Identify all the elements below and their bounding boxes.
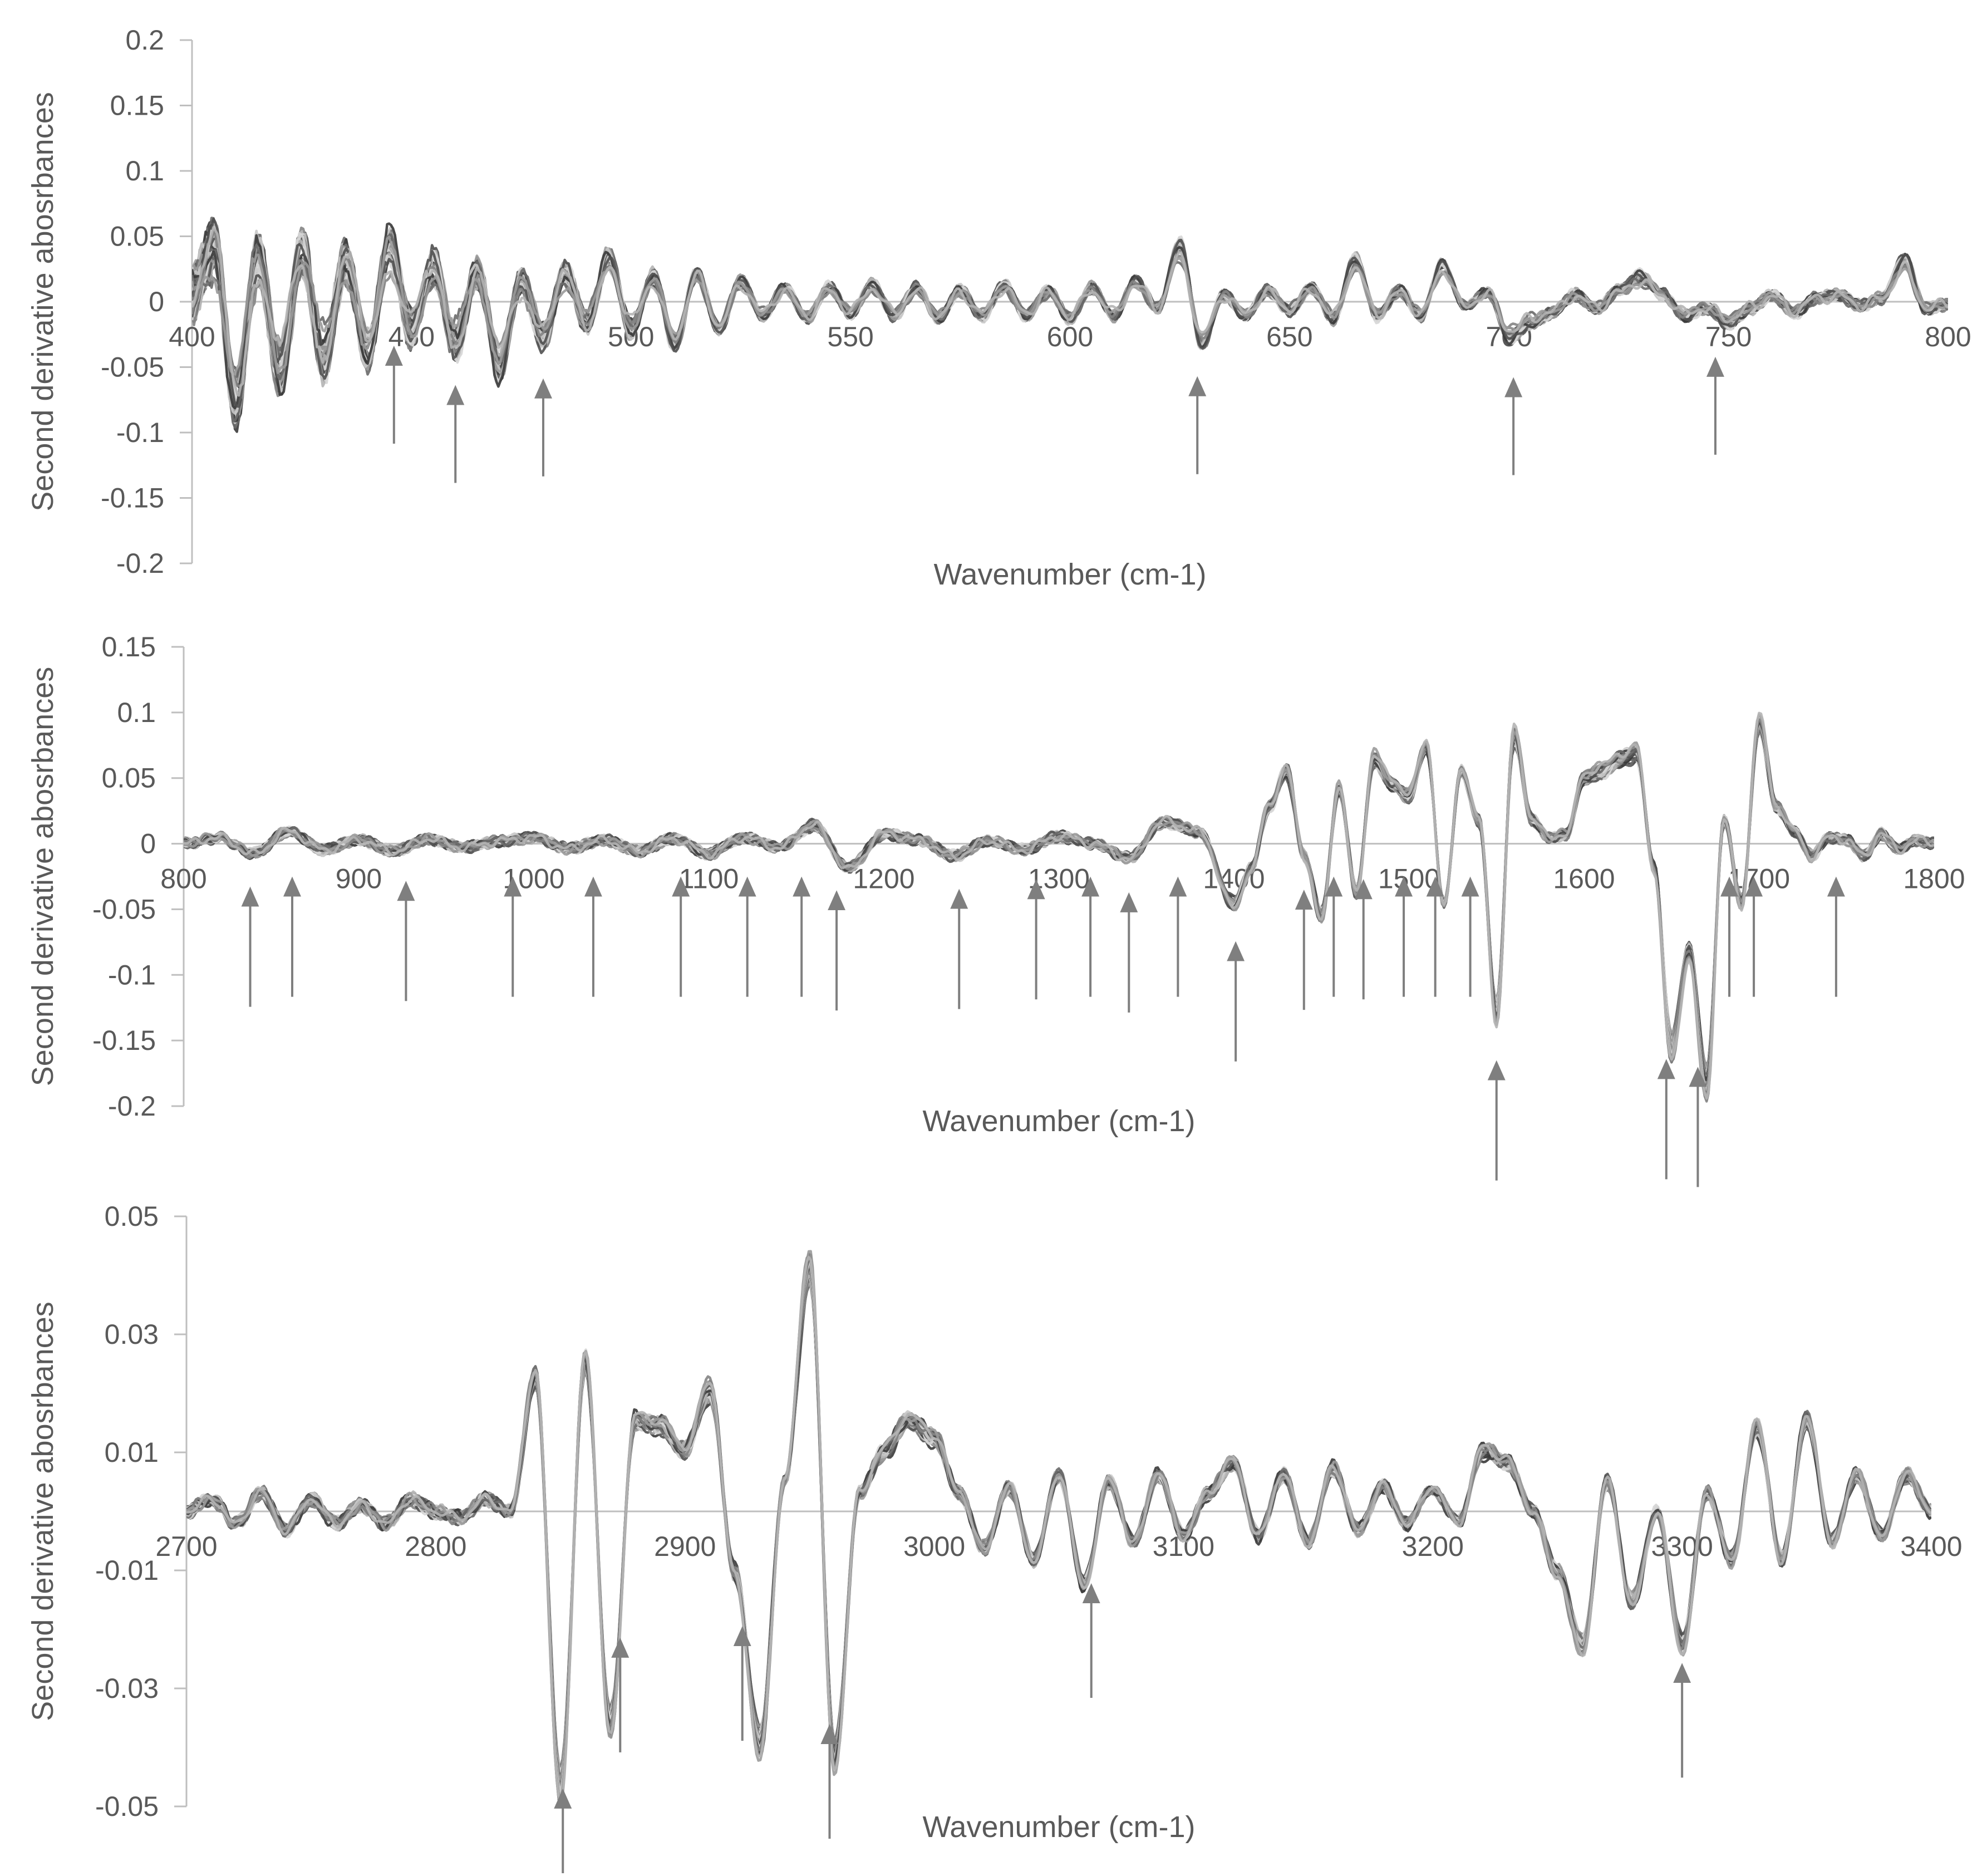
x-tick-label: 1500	[1378, 863, 1440, 895]
x-tick-label: 800	[1925, 321, 1971, 352]
x-tick-label: 650	[1266, 321, 1312, 352]
spectrum-series-line	[186, 1256, 1931, 1806]
x-tick-label: 3400	[1900, 1531, 1962, 1562]
y-tick-label: -0.1	[108, 959, 156, 990]
y-tick-label: -0.2	[108, 1091, 156, 1122]
chart-panel-3: 0.05 0.03 0.01 -0.01 -0.03 -0.05 2700 2800 2900 3…	[26, 1201, 1963, 1876]
spectrum-series-line	[192, 226, 1948, 397]
y-tick-label: -0.1	[116, 417, 164, 448]
spectra-series-group	[186, 1250, 1931, 1806]
y-axis-title: Second derivative abosrbances	[26, 667, 60, 1086]
spectrum-series-line	[184, 711, 1934, 1100]
x-tick-label: 1600	[1553, 863, 1615, 895]
x-axis-title: Wavenumber (cm-1)	[922, 1104, 1195, 1138]
y-tick-label: 0.15	[110, 90, 164, 121]
y-tick-label: -0.05	[95, 1791, 159, 1822]
y-tick-label: 0.03	[105, 1319, 159, 1350]
y-axis-title: Second derivative abosrbances	[26, 1302, 60, 1721]
x-tick-label: 3300	[1651, 1531, 1713, 1562]
x-tick-label: 600	[1047, 321, 1093, 352]
y-tick-label: 0	[149, 286, 164, 317]
x-tick-label: 3000	[903, 1531, 965, 1562]
x-tick-label: 2800	[405, 1531, 466, 1562]
spectra-series-group	[184, 711, 1934, 1103]
x-tick-label: 800	[160, 863, 206, 895]
y-tick-label: 0.05	[105, 1201, 159, 1232]
y-tick-label: 0.05	[102, 763, 156, 794]
y-tick-label: -0.05	[92, 893, 156, 925]
x-tick-label: 1200	[853, 863, 914, 895]
x-tick-label: 550	[827, 321, 873, 352]
y-tick-label: 0.05	[110, 221, 164, 252]
x-tick-label: 1800	[1903, 863, 1965, 895]
x-tick-label: 400	[169, 321, 215, 352]
x-tick-label: 2900	[654, 1531, 716, 1562]
y-tick-label: 0.2	[125, 24, 164, 56]
y-tick-label: -0.03	[95, 1673, 159, 1704]
y-tick-label: -0.15	[92, 1025, 156, 1056]
y-tick-label: -0.15	[101, 483, 164, 514]
y-axis-title: Second derivative abosrbances	[26, 92, 60, 511]
y-tick-label: -0.05	[101, 352, 164, 383]
x-tick-label: 900	[336, 863, 382, 895]
spectra-series-group	[192, 217, 1948, 433]
y-tick-label: 0.01	[105, 1437, 159, 1468]
y-tick-label: 0.1	[117, 697, 156, 728]
x-axis-title: Wavenumber (cm-1)	[933, 558, 1206, 591]
x-tick-label: 1100	[679, 863, 739, 895]
x-tick-label: 3200	[1402, 1531, 1464, 1562]
y-tick-label: -0.2	[116, 548, 164, 579]
chart-panel-2: 0.150.10.050-0.05-0.1-0.15-0.2800 900 1000…	[26, 631, 1965, 1187]
y-tick-label: -0.01	[95, 1555, 159, 1586]
y-tick-label: 0.1	[125, 155, 164, 186]
x-tick-label: 2700	[155, 1531, 217, 1562]
y-tick-label: 0.15	[102, 631, 156, 662]
x-axis-title: Wavenumber (cm-1)	[922, 1810, 1195, 1844]
y-tick-label: 0	[140, 828, 156, 860]
